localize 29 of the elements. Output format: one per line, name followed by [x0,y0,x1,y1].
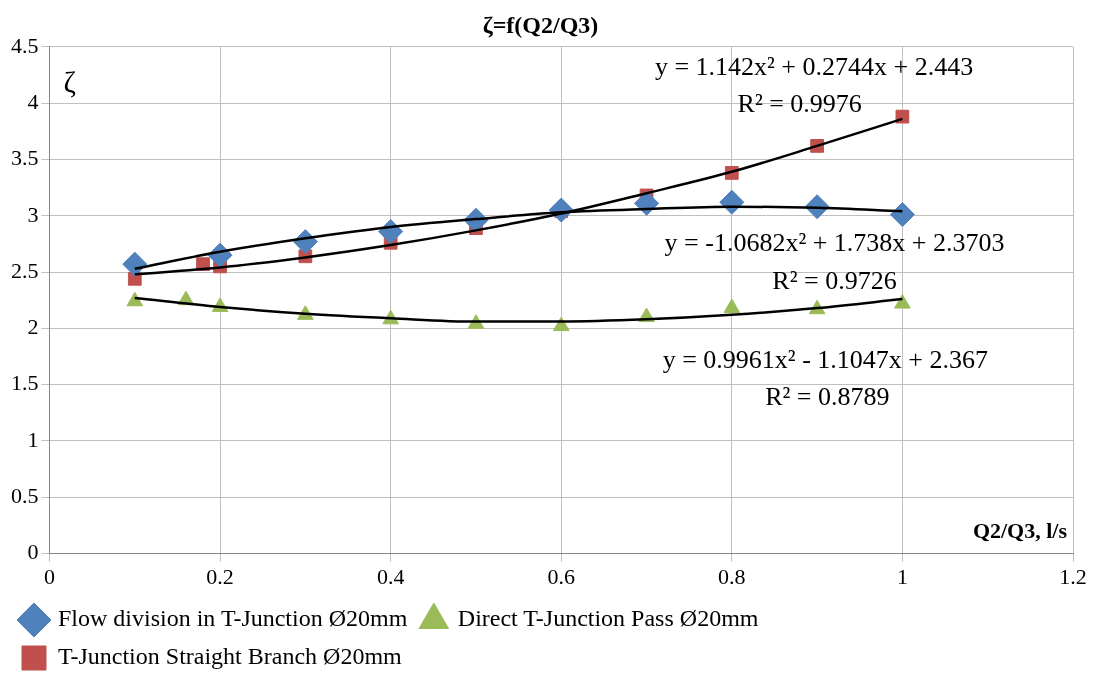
x-tick-label: 0.8 [718,563,746,589]
legend-label: Direct T-Junction Pass Ø20mm [457,605,759,632]
y-tick-label: 0.5 [11,483,39,509]
y-tick-label: 4.5 [11,32,39,58]
y-axis-title: ζ [63,64,76,98]
annotation: y = 0.9961x² - 1.1047x + 2.367 [662,344,988,374]
annotation: R² = 0.8789 [765,382,890,412]
x-tick-label: 0.6 [547,563,575,589]
x-tick-label: 0.2 [206,563,234,589]
annotation: y = 1.142x² + 0.2744x + 2.443 [654,52,974,82]
y-tick-label: 2 [27,314,39,340]
x-tick-label: 1.2 [1059,563,1087,589]
annotation: R² = 0.9726 [772,266,897,296]
y-tick-label: 0 [27,539,39,565]
x-tick-label: 0 [44,563,55,589]
y-tick-label: 1 [27,426,39,452]
chart-title: ζ=f(Q2/Q3) [482,11,599,38]
y-tick-label: 1.5 [11,370,39,396]
y-tick-label: 3 [27,201,39,227]
x-tick-label: 0.4 [376,563,405,589]
y-tick-label: 3.5 [11,145,39,171]
annotation: R² = 0.9976 [737,89,862,119]
legend-label: Flow division in T-Junction Ø20mm [58,605,408,632]
y-tick-label: 4 [27,88,39,114]
x-tick-label: 1 [896,563,908,589]
y-tick-label: 2.5 [11,257,39,283]
x-axis-title: Q2/Q3, l/s [972,518,1068,544]
annotation: y = -1.0682x² + 1.738x + 2.3703 [664,228,1005,258]
legend-label: T-Junction Straight Branch Ø20mm [58,643,403,670]
